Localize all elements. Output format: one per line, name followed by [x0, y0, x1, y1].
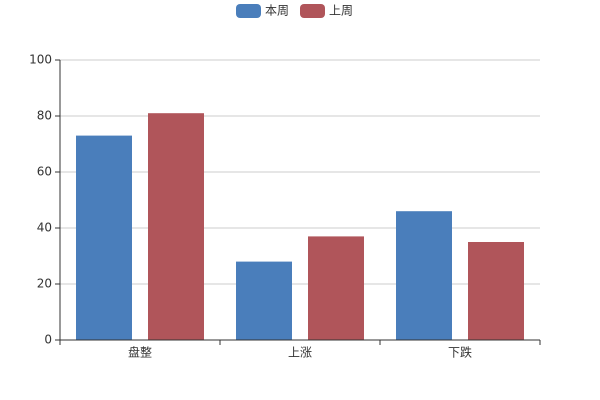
bar	[396, 211, 452, 340]
bar	[76, 135, 132, 340]
y-tick-label: 100	[29, 53, 52, 67]
x-tick-label: 盘整	[128, 345, 152, 360]
x-tick-label: 下跌	[448, 345, 472, 360]
bar	[148, 113, 204, 340]
legend-swatch[interactable]	[236, 4, 261, 18]
legend-swatch[interactable]	[300, 4, 325, 18]
bar	[468, 242, 524, 340]
x-tick-label: 上涨	[288, 345, 312, 360]
bar	[308, 236, 364, 340]
bar	[236, 261, 292, 340]
y-tick-label: 60	[37, 165, 52, 179]
y-tick-label: 40	[37, 221, 52, 235]
y-tick-label: 80	[37, 109, 52, 123]
y-tick-label: 20	[37, 277, 52, 291]
legend-label[interactable]: 本周	[265, 4, 289, 18]
y-tick-label: 0	[44, 333, 52, 347]
legend-label[interactable]: 上周	[329, 4, 353, 18]
